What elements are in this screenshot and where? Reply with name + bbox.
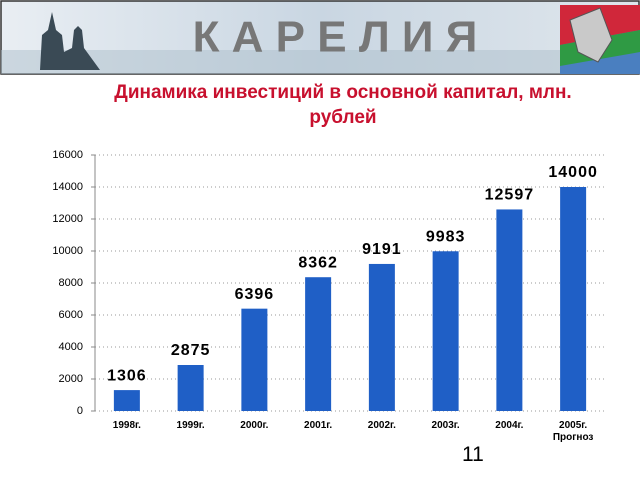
bar [305, 277, 332, 411]
bar [560, 187, 587, 411]
page-number: 11 [462, 443, 484, 466]
data-label: 2875 [171, 342, 211, 359]
y-tick-label: 12000 [52, 213, 83, 225]
x-tick-label: 2002г. [367, 420, 396, 431]
x-tick-label: 2005г. Прогноз [552, 420, 594, 443]
bar [241, 308, 268, 411]
data-label: 14000 [548, 164, 598, 181]
x-tick-label: 2000г. [240, 420, 269, 431]
data-label: 8362 [298, 254, 338, 271]
y-tick-label: 0 [77, 405, 83, 417]
data-label: 12597 [485, 187, 535, 204]
x-tick-label: 1999г. [176, 420, 205, 431]
bar [177, 365, 204, 411]
x-tick-label: 2001г. [304, 420, 333, 431]
data-label: 1306 [107, 367, 147, 384]
banner-title: К А Р Е Л И Я [193, 13, 478, 62]
bar [432, 251, 459, 411]
data-label: 9191 [362, 241, 402, 258]
y-tick-label: 2000 [59, 373, 83, 385]
y-tick-label: 10000 [52, 245, 83, 257]
bar [368, 263, 395, 411]
y-tick-label: 8000 [59, 277, 83, 289]
bar [113, 390, 140, 411]
data-label: 6396 [235, 286, 275, 303]
y-tick-label: 4000 [59, 341, 83, 353]
x-tick-label: 2003г. [431, 420, 460, 431]
y-tick-label: 14000 [52, 181, 83, 193]
banner: К А Р Е Л И Я [0, 0, 640, 75]
chart-title: Динамика инвестиций в основной капитал, … [114, 82, 572, 128]
y-tick-label: 16000 [52, 149, 83, 161]
x-tick-label: 1998г. [112, 420, 141, 431]
x-tick-label: 2004г. [495, 420, 524, 431]
data-label: 9983 [426, 228, 466, 245]
y-tick-label: 6000 [59, 309, 83, 321]
bar [496, 209, 523, 411]
